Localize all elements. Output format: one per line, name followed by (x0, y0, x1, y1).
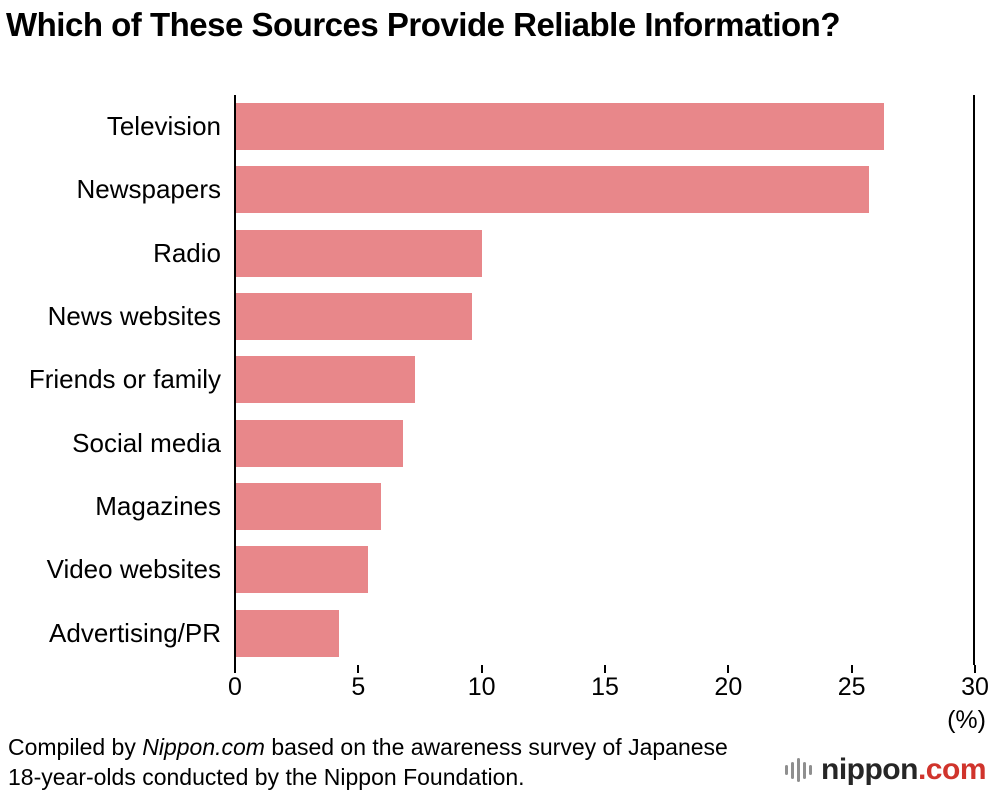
bar-row: Radio (0, 222, 975, 285)
x-tick-label: 30 (961, 673, 989, 701)
source-note-site: Nippon.com (142, 734, 265, 760)
chart-title: Which of These Sources Provide Reliable … (6, 6, 840, 43)
bar-row: Advertising/PR (0, 601, 975, 664)
source-note-suffix: based on the awareness survey of Japanes… (8, 734, 728, 790)
bar-row: Social media (0, 411, 975, 474)
bar-track (235, 546, 975, 594)
bar-row: Magazines (0, 475, 975, 538)
bar-track (235, 293, 975, 341)
x-tick-label: 10 (467, 673, 496, 701)
category-label: Advertising/PR (49, 617, 221, 648)
bar-track (235, 609, 975, 657)
bar (235, 229, 482, 277)
bar-track (235, 356, 975, 404)
x-tick-label: 0 (228, 673, 242, 701)
x-tick-mark (727, 665, 730, 673)
category-label: Radio (153, 237, 221, 268)
category-label: Magazines (95, 490, 221, 521)
bar-track (235, 229, 975, 277)
logo-wordmark: nippon.com (821, 753, 987, 787)
logo-com: .com (917, 753, 987, 786)
x-tick-mark (850, 665, 853, 673)
x-axis-unit-label: (%) (947, 706, 986, 734)
bar-row: News websites (0, 285, 975, 348)
category-label: Newspapers (76, 174, 221, 205)
bar-row: Video websites (0, 538, 975, 601)
bar-track (235, 419, 975, 467)
bar (235, 482, 381, 530)
bar (235, 103, 884, 151)
bar-track (235, 103, 975, 151)
x-tick-mark (480, 665, 483, 673)
source-note-prefix: Compiled by (8, 734, 143, 760)
bar-row: Friends or family (0, 348, 975, 411)
bar (235, 609, 339, 657)
x-tick-mark (604, 665, 606, 673)
source-note: Compiled by Nippon.com based on the awar… (8, 732, 756, 792)
x-tick-mark (357, 665, 360, 673)
nippon-logo: nippon.com (785, 752, 987, 788)
category-label: News websites (47, 301, 221, 332)
x-tick-mark (234, 665, 236, 673)
bar (235, 546, 369, 594)
bar (235, 166, 869, 214)
logo-name: nippon (821, 753, 918, 786)
category-label: Social media (72, 427, 221, 458)
bar-track (235, 166, 975, 214)
soundwave-icon (785, 758, 812, 782)
x-tick-label: 25 (837, 673, 866, 701)
category-label: Television (106, 111, 221, 142)
y-axis-line (234, 95, 236, 665)
x-axis: 0 5 10 15 20 25 30 (228, 665, 989, 725)
category-label: Video websites (46, 554, 221, 585)
category-label: Friends or family (28, 364, 221, 395)
bar (235, 356, 416, 404)
x-tick-label: 15 (591, 673, 619, 701)
x-tick-mark (974, 665, 976, 673)
bar-row: Newspapers (0, 158, 975, 221)
bar (235, 419, 403, 467)
bar-track (235, 482, 975, 530)
bar (235, 293, 472, 341)
x-tick-label: 20 (714, 673, 743, 701)
right-frame-line (973, 95, 975, 665)
plot-area: Television Newspapers Radio News websites Fr… (0, 95, 975, 665)
bar-row: Television (0, 95, 975, 158)
x-tick-label: 5 (351, 673, 366, 701)
